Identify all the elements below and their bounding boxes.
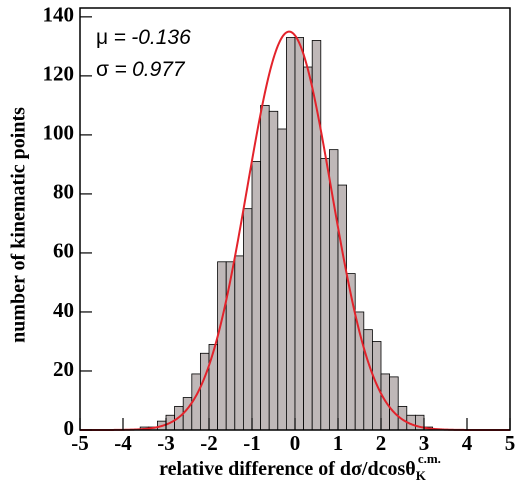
bar (225, 261, 236, 431)
y-tick-label: 80 (53, 180, 74, 204)
x-tick-label: -5 (71, 431, 89, 455)
y-tick-label: 100 (43, 121, 75, 145)
x-tick-label: -2 (200, 431, 218, 455)
y-tick-label: 60 (53, 239, 74, 263)
x-axis-label-sup: c.m. (418, 451, 441, 466)
x-tick-label: 1 (333, 431, 344, 455)
y-tick-label: 40 (53, 298, 74, 322)
mu-value: -0.136 (131, 26, 191, 49)
x-axis-label-main: relative difference of dσ/dcosθ (159, 458, 416, 480)
bar (320, 158, 330, 431)
y-tick-label: 20 (53, 357, 74, 381)
sigma-value: 0.977 (132, 58, 186, 81)
x-axis-label: relative difference of dσ/dcosθKc.m. (159, 451, 441, 483)
bar (182, 397, 193, 431)
bar (199, 352, 210, 431)
mu-label: μ = (96, 26, 126, 49)
x-tick-label: 3 (419, 431, 430, 455)
bar (268, 110, 279, 431)
bar (337, 184, 348, 431)
bar (208, 344, 218, 431)
x-tick-label: 2 (376, 431, 387, 455)
bar (242, 208, 253, 431)
bar (285, 37, 296, 431)
bar (277, 128, 287, 431)
y-tick-label: 140 (43, 3, 75, 27)
bar (260, 104, 270, 431)
mu-annotation: μ = -0.136 (96, 26, 191, 49)
x-tick-label: -4 (114, 431, 132, 455)
y-tick-label: 0 (64, 416, 75, 440)
sigma-label: σ = (96, 58, 127, 81)
x-tick-label: -3 (157, 431, 175, 455)
x-tick-label: 5 (505, 431, 516, 455)
bar (328, 149, 339, 431)
sigma-annotation: σ = 0.977 (96, 58, 186, 81)
bar (294, 37, 305, 431)
bar (251, 161, 262, 431)
x-tick-label: 0 (290, 431, 301, 455)
bar (217, 261, 227, 431)
bar (311, 40, 322, 431)
bar (234, 255, 244, 431)
bar (389, 376, 399, 431)
bar (363, 329, 373, 431)
x-tick-label: -1 (243, 431, 261, 455)
x-axis-label-sub: K (416, 468, 427, 483)
y-axis-label: number of kinematic points (8, 107, 30, 343)
bar (303, 66, 313, 431)
y-tick-label: 120 (43, 62, 75, 86)
x-tick-label: 4 (462, 431, 473, 455)
